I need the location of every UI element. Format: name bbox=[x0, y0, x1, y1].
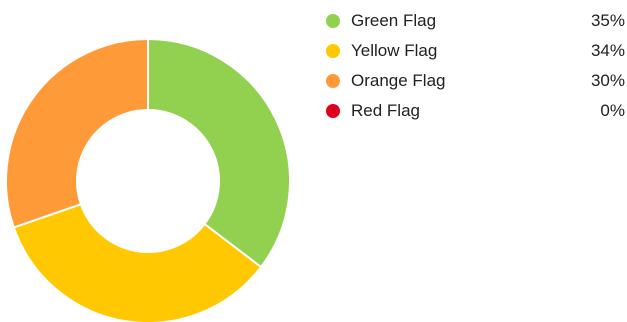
slice-yellow-flag[interactable] bbox=[12, 202, 263, 322]
legend-item-red-flag[interactable]: Red Flag 0% bbox=[322, 96, 627, 126]
legend-percent: 35% bbox=[590, 11, 625, 30]
legend-item-yellow-flag[interactable]: Yellow Flag 34% bbox=[322, 36, 627, 66]
donut-chart bbox=[5, 37, 291, 322]
legend-label: Yellow Flag bbox=[351, 41, 438, 60]
green-dot-icon bbox=[326, 14, 340, 28]
legend-percent: 34% bbox=[590, 41, 625, 60]
legend-item-orange-flag[interactable]: Orange Flag 30% bbox=[322, 66, 627, 96]
red-dot-icon bbox=[326, 104, 340, 118]
legend-label: Red Flag bbox=[351, 101, 420, 120]
legend-item-green-flag[interactable]: Green Flag 35% bbox=[322, 6, 627, 36]
legend-percent: 0% bbox=[600, 101, 625, 120]
slice-orange-flag[interactable] bbox=[5, 37, 149, 229]
slice-green-flag[interactable] bbox=[147, 37, 291, 269]
orange-dot-icon bbox=[326, 74, 340, 88]
yellow-dot-icon bbox=[326, 44, 340, 58]
legend-percent: 30% bbox=[590, 71, 625, 90]
legend: Green Flag 35% Yellow Flag 34% Orange Fl… bbox=[322, 6, 627, 126]
legend-label: Green Flag bbox=[351, 11, 437, 30]
legend-label: Orange Flag bbox=[351, 71, 446, 90]
